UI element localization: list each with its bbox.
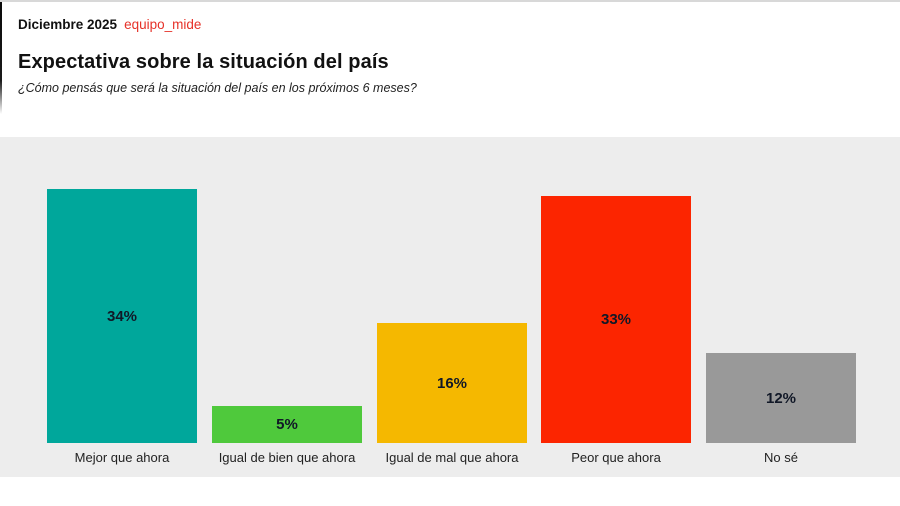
bar-value-label: 5% (276, 416, 298, 433)
left-edge-artifact (0, 2, 2, 114)
chart-title: Expectativa sobre la situación del país (18, 51, 389, 73)
chart-subtitle: ¿Cómo pensás que será la situación del p… (18, 81, 417, 95)
bar-value-label: 16% (436, 374, 468, 392)
bar-peor-que-ahora: 33% (541, 196, 691, 443)
bar-igual-de-mal-que-ahora: 16% (377, 323, 527, 443)
bar-category-label: Igual de bien que ahora (218, 450, 356, 465)
bar-category-label: Peor que ahora (571, 450, 661, 465)
brand-name: equipo_mide (124, 17, 202, 32)
bar-igual-de-bien-que-ahora: 5% (212, 406, 362, 443)
bar-category-label: Mejor que ahora (74, 450, 170, 465)
report-header: Diciembre 2025 equipo_mide Expectativa s… (0, 2, 900, 137)
bar-category-label: Igual de mal que ahora (385, 450, 519, 465)
bottom-margin (0, 477, 900, 506)
chart-plot-area: 34% Mejor que ahora 5% Igual de bien que ah… (0, 137, 900, 477)
meta-line: Diciembre 2025 equipo_mide (18, 17, 882, 32)
bar-mejor-que-ahora: 34% (47, 189, 197, 443)
bar-value-label: 12% (765, 389, 797, 407)
bar-no-se: 12% (706, 353, 856, 443)
bar-value-label: 33% (600, 311, 632, 328)
bar-category-label: No sé (764, 450, 798, 465)
report-date: Diciembre 2025 (18, 17, 118, 32)
bar-value-label: 34% (106, 307, 138, 325)
